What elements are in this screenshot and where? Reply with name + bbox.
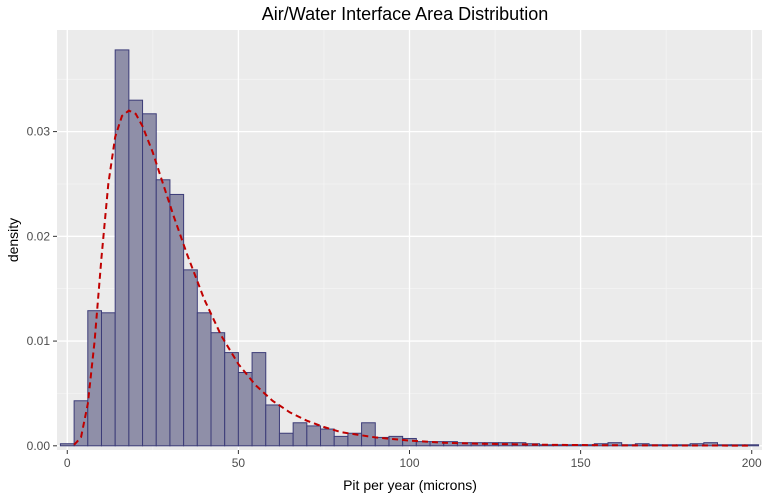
- histogram-bar: [388, 435, 404, 447]
- x-tick-label: 200: [742, 456, 762, 470]
- histogram-bar: [128, 99, 144, 447]
- histogram-bar: [155, 179, 171, 447]
- histogram-bar: [292, 422, 308, 447]
- histogram-bar: [237, 371, 253, 447]
- histogram-bar: [114, 49, 130, 447]
- histogram-bar: [59, 443, 75, 447]
- histogram-bar: [278, 432, 294, 447]
- histogram-bar: [361, 422, 376, 447]
- histogram-bar: [333, 435, 349, 447]
- y-axis-label: density: [5, 218, 21, 262]
- x-tick-label: 150: [571, 456, 591, 470]
- density-curve: [73, 109, 752, 447]
- chart-title: Air/Water Interface Area Distribution: [262, 4, 548, 24]
- y-tick-label: 0.02: [27, 229, 51, 243]
- histogram-bar: [703, 442, 719, 447]
- histogram-bar: [320, 428, 335, 447]
- histogram-bar: [251, 352, 267, 447]
- histogram-bar: [73, 400, 89, 447]
- x-tick-label: 100: [399, 456, 419, 470]
- histogram-bar: [265, 404, 280, 447]
- x-tick-label: 50: [232, 456, 246, 470]
- y-tick-label: 0.00: [27, 439, 51, 453]
- histogram-bar: [210, 332, 226, 447]
- x-axis-label: Pit per year (microns): [343, 477, 477, 493]
- histogram-bar: [306, 425, 322, 447]
- y-tick-label: 0.03: [27, 125, 51, 139]
- histogram-bar: [100, 312, 116, 447]
- x-axis-ticks: 0 50 100 150 200: [64, 450, 762, 470]
- y-tick-label: 0.01: [27, 334, 51, 348]
- x-tick-label: 0: [64, 456, 71, 470]
- histogram-bar: [196, 312, 212, 447]
- histogram-bar: [142, 113, 157, 447]
- histogram-bar: [169, 193, 185, 447]
- y-axis-ticks: 0.00 0.01 0.02 0.03: [27, 125, 57, 453]
- histogram-bar: [183, 269, 198, 447]
- histogram-bar: [224, 352, 239, 447]
